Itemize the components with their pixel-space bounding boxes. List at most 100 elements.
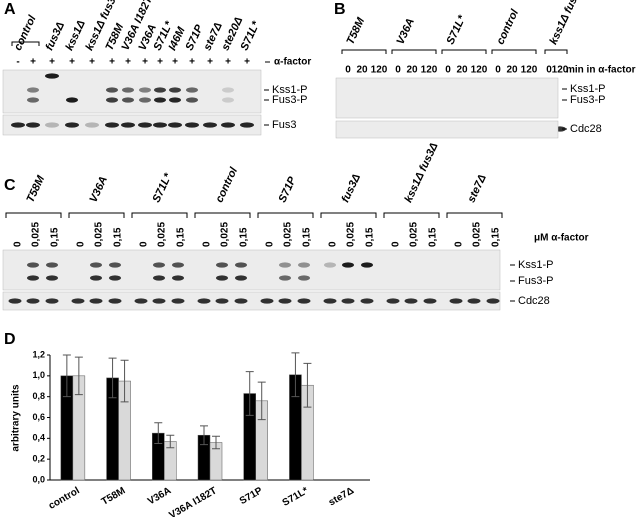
band — [109, 275, 121, 281]
dose: 0,15 — [302, 227, 313, 247]
bracket — [5, 212, 62, 218]
dose: 0,025 — [346, 222, 357, 247]
y-axis-label: arbitrary units — [11, 384, 22, 452]
band — [342, 262, 354, 268]
lane-label: control — [12, 13, 39, 53]
panel-letter: A — [4, 1, 16, 18]
band — [90, 275, 102, 281]
band — [203, 122, 217, 128]
treatment: + — [142, 57, 148, 68]
band — [152, 298, 166, 304]
bracket — [257, 212, 314, 218]
dose: 0 — [202, 241, 213, 247]
band — [153, 275, 165, 281]
group-label: T58M — [24, 173, 47, 204]
band — [186, 97, 198, 103]
treatment: + — [225, 57, 231, 68]
x-tick-label: control — [47, 485, 82, 512]
bracket — [131, 212, 188, 218]
time-label: min in α-factor — [566, 65, 636, 76]
band — [168, 122, 182, 128]
band — [235, 275, 247, 281]
error-bar — [212, 435, 220, 450]
band — [486, 298, 500, 304]
treatment-label: α-factor — [274, 57, 311, 68]
band-label: Fus3 — [272, 119, 296, 131]
y-tick-label: 0,2 — [32, 454, 45, 464]
treatment: + — [125, 57, 131, 68]
time: 20 — [356, 65, 368, 76]
y-tick-label: 1,0 — [32, 370, 45, 380]
band — [449, 298, 463, 304]
time: 120 — [552, 65, 569, 76]
y-tick-label: 0,0 — [32, 474, 45, 484]
band — [278, 298, 292, 304]
bracket — [491, 49, 537, 54]
group-label: S71L* — [150, 171, 174, 204]
time: 120 — [471, 65, 488, 76]
band — [11, 122, 25, 128]
band — [106, 87, 118, 93]
group-label: V36A — [87, 174, 110, 204]
x-tick-label: S71L* — [281, 485, 311, 508]
band — [235, 262, 247, 268]
group-label: S71P — [276, 174, 299, 204]
band — [108, 298, 122, 304]
band — [27, 275, 39, 281]
dose: 0 — [265, 241, 276, 247]
band-label: Cdc28 — [518, 295, 550, 307]
bracket — [194, 212, 251, 218]
dose: 0,025 — [472, 222, 483, 247]
band — [341, 298, 355, 304]
blot — [335, 120, 559, 139]
band — [45, 298, 59, 304]
band — [65, 122, 79, 128]
x-tick-label: T58M — [100, 485, 128, 507]
band — [46, 262, 58, 268]
dose: 0,15 — [365, 227, 376, 247]
error-bar — [108, 357, 117, 399]
error-bar — [257, 381, 266, 421]
band — [121, 122, 135, 128]
band — [46, 275, 58, 281]
time: 0 — [495, 65, 501, 76]
band — [134, 298, 148, 304]
band — [66, 97, 78, 103]
error-bar — [245, 371, 254, 416]
dose: 0 — [76, 241, 87, 247]
dose: 0,15 — [50, 227, 61, 247]
error-bar — [74, 356, 83, 396]
dose: 0 — [13, 241, 24, 247]
y-tick-label: 0,4 — [32, 433, 45, 443]
error-bar — [291, 352, 300, 398]
band — [171, 298, 185, 304]
band — [423, 298, 437, 304]
band — [298, 275, 310, 281]
panel-letter: D — [4, 331, 16, 348]
group-label: kss1Δ fus3Δ — [547, 0, 585, 46]
error-bar — [200, 425, 208, 446]
blot — [2, 249, 501, 291]
band — [139, 97, 151, 103]
x-tick-label: V36A — [146, 485, 173, 507]
band-label: Fus3-P — [570, 94, 605, 106]
group-label: kss1Δ fus3Δ — [402, 141, 440, 205]
dose: 0,025 — [31, 222, 42, 247]
treatment: + — [244, 57, 250, 68]
band — [279, 275, 291, 281]
band — [324, 262, 336, 268]
dose: 0,025 — [283, 222, 294, 247]
treatment: + — [207, 57, 213, 68]
band-label: Fus3-P — [272, 94, 307, 106]
band — [172, 275, 184, 281]
band — [240, 122, 254, 128]
group-label: control — [213, 165, 240, 205]
band-label: Kss1-P — [518, 259, 553, 271]
band — [27, 262, 39, 268]
x-tick-label: V36A I182T — [167, 485, 218, 517]
bracket — [341, 49, 387, 54]
treatment: + — [157, 57, 163, 68]
treatment: - — [16, 57, 19, 68]
band — [154, 97, 166, 103]
